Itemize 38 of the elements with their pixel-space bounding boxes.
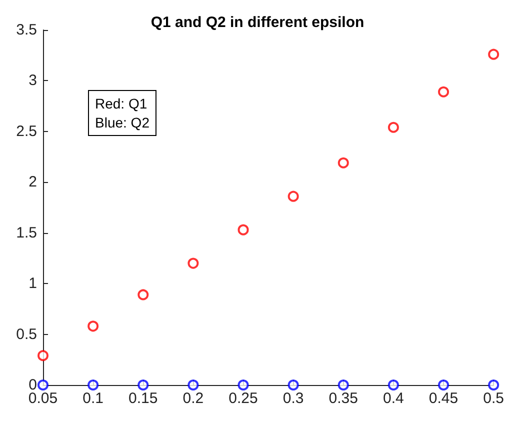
point — [238, 224, 249, 236]
x-tick-label: 0.15 — [128, 390, 158, 407]
x-tick-label: 0.2 — [182, 390, 204, 407]
x-tick-label: 0.25 — [228, 390, 258, 407]
point — [288, 190, 299, 202]
point — [188, 258, 199, 269]
point — [388, 380, 399, 390]
point — [188, 380, 199, 390]
x-tick-label: 0.3 — [282, 390, 304, 407]
chart-title: Q1 and Q2 in different epsilon — [150, 14, 364, 31]
y-tick-label: 1.5 — [16, 224, 37, 242]
x-tick-label: 0.5 — [483, 390, 504, 407]
point — [38, 380, 48, 390]
y-tick-label: 0.5 — [16, 326, 37, 343]
point — [488, 48, 500, 60]
y-tick-label: 2 — [28, 174, 37, 191]
point — [338, 380, 349, 390]
x-tick-label: 0.35 — [328, 390, 358, 407]
point — [288, 380, 299, 390]
point — [338, 157, 349, 168]
annotation: Red: Q1 Blue: Q2 — [95, 96, 150, 130]
x-tick-label: 0.45 — [428, 390, 458, 407]
y-tick-label: 2.5 — [16, 122, 37, 140]
point — [238, 380, 249, 390]
point — [488, 380, 500, 390]
point — [138, 380, 149, 390]
point — [438, 380, 450, 390]
point — [438, 86, 450, 98]
x-tick-label: 0.1 — [82, 390, 104, 407]
y-tick-label: 3 — [28, 72, 37, 90]
point — [88, 320, 99, 332]
y-tick-label: 1 — [28, 275, 37, 292]
point — [88, 380, 99, 390]
point — [388, 122, 399, 133]
point — [138, 289, 149, 300]
point — [38, 350, 48, 362]
y-tick-label: 3.5 — [16, 22, 37, 38]
x-tick-label: 0.4 — [383, 390, 404, 407]
